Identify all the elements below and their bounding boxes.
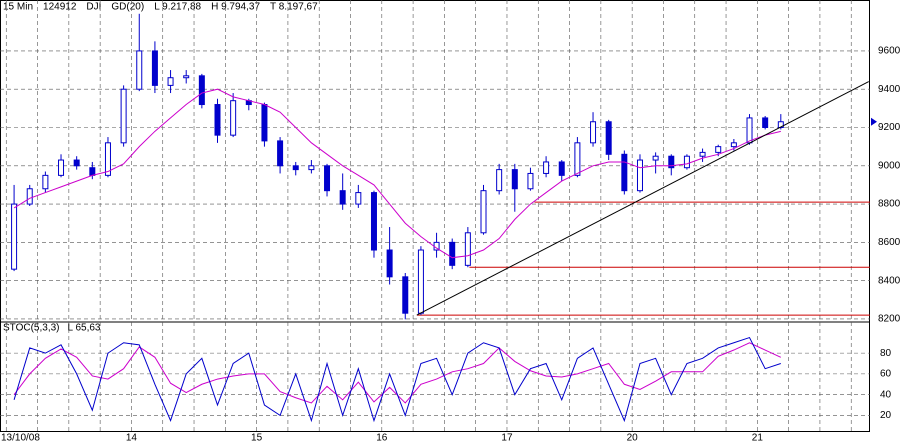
candle-body [120,88,127,144]
candle-body [42,174,49,190]
candle-body [277,140,284,167]
candle-body [183,75,190,79]
y-tick-label: 80 [880,348,892,359]
header-item: T 8.197,67 [270,2,318,13]
header: 15 Min 124912 DJI GD(20) L 9.217,88 H 9.794,3… [3,2,318,13]
candle-body [58,159,65,176]
header-item: 124912 [43,2,77,13]
candle-body [417,249,424,314]
y-tick-label: 40 [880,389,892,400]
candle-body [324,165,331,192]
last-price-marker [871,117,877,126]
candle-body [308,165,315,171]
x-tick-label: 17 [501,433,513,444]
y-tick-label: 60 [880,369,892,380]
y-tick-label: 9600 [878,46,901,57]
candle-body [480,190,487,234]
candle-body [652,155,659,161]
y-tick-label: 8200 [878,314,901,325]
y-tick-label: 8400 [878,275,901,286]
candle-body [511,169,518,190]
candle-body [464,232,471,266]
candle-body [339,190,346,205]
candle-body [198,75,205,106]
y-tick-label: 8600 [878,237,901,248]
candle-body [574,142,581,176]
candle-body [214,104,221,136]
candle-body [402,276,409,314]
candle-body [730,142,737,148]
y-tick-label: 9400 [878,84,901,95]
trendline [416,81,869,316]
candle-body [527,172,534,190]
y-tick-label: 20 [880,410,892,421]
candle-body [386,249,393,278]
candle-body [26,188,33,205]
candle-body [167,77,174,86]
candle-body [370,192,377,251]
candle-body [543,161,550,174]
x-tick-label: 21 [752,433,764,444]
frame [0,0,870,432]
candle-body [746,117,753,144]
header-item: L 9.217,88 [154,2,201,13]
candle-body [151,50,158,86]
candle-body [590,121,597,144]
candle-body [715,146,722,153]
candle-body [699,151,706,157]
moving-average [13,88,781,259]
y-tick-label: 9000 [878,160,901,171]
header-item: GD(20) [111,2,144,13]
candle-body [683,155,690,169]
candle-body [558,161,565,176]
x-tick-label: 14 [126,433,138,444]
candle-body [104,142,111,176]
candle-body [668,155,675,169]
candle-body [496,169,503,192]
candle-body [621,153,628,192]
candle-body [762,117,769,128]
candle-body [605,121,612,155]
candle-body [261,104,268,142]
candle-body [89,167,96,176]
candle-body [73,159,80,167]
header-item: 15 Min [3,2,33,13]
panel-subtitle: L 65,63 [68,323,101,334]
y-tick-label: 8800 [878,199,901,210]
candle-body [636,159,643,192]
candle-body [449,241,456,266]
panel-title: STOC(5,3,3) [3,323,60,334]
candle-body [292,165,299,171]
candle-body [230,100,237,136]
x-tick-label: 16 [376,433,388,444]
x-tick-label: 13/10/08 [1,433,40,444]
header-item: DJI [86,2,101,13]
candle-body [136,50,143,90]
candle-body [11,203,18,270]
x-tick-label: 15 [251,433,263,444]
header-item: H 9.794,37 [211,2,260,13]
y-tick-label: 9200 [878,122,901,133]
stoch-line [13,336,781,423]
x-tick-label: 20 [627,433,639,444]
candle-body [355,192,362,205]
